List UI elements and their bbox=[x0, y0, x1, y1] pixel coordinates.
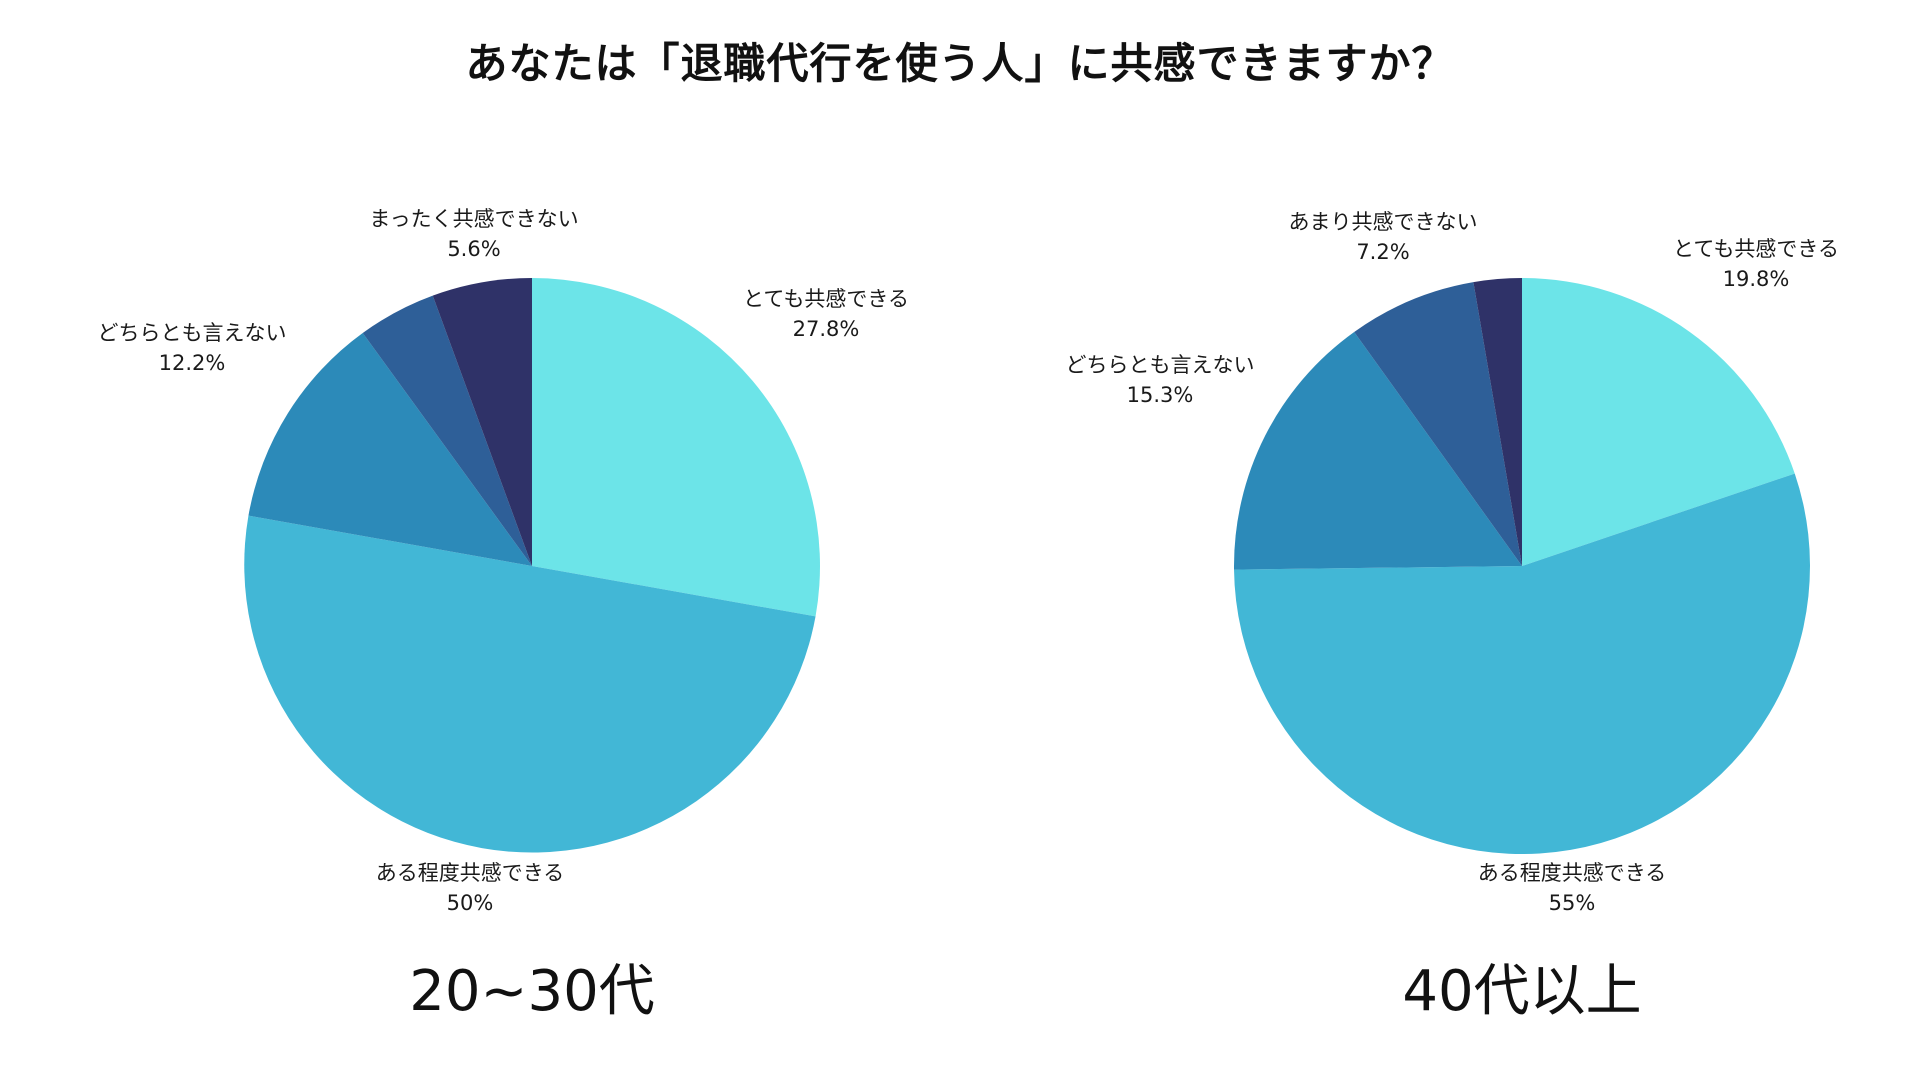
slice-category-text: ある程度共感できる bbox=[1478, 861, 1667, 885]
slice-somewhat-0 bbox=[244, 515, 816, 853]
group-label-40-plus: 40代以上 bbox=[1402, 959, 1641, 1024]
slice-very-1 bbox=[1522, 278, 1795, 566]
slice-category-text: とても共感できる bbox=[743, 287, 909, 311]
group-label-20-30: 20~30代 bbox=[409, 959, 654, 1024]
slice-percent-text: 12.2% bbox=[159, 351, 226, 375]
slice-somewhat-1 bbox=[1234, 473, 1810, 855]
slice-somewhat-label-1: ある程度共感できる 55% bbox=[1478, 861, 1667, 915]
slice-not-at-all-0 bbox=[432, 278, 532, 566]
slice-very-label-1: とても共感できる 19.8% bbox=[1673, 237, 1839, 291]
slice-category-text: どちらとも言えない bbox=[1066, 353, 1255, 377]
slice-category-text: どちらとも言えない bbox=[98, 321, 287, 345]
slice-category-text: あまり共感できない bbox=[1289, 210, 1478, 234]
slice-percent-text: 55% bbox=[1549, 891, 1596, 915]
slice-category-text: まったく共感できない bbox=[369, 207, 578, 231]
slice-not-at-all-1 bbox=[1473, 278, 1522, 566]
slice-percent-text: 50% bbox=[447, 891, 494, 915]
slice-neutral-1 bbox=[1233, 331, 1522, 570]
slice-percent-text: 19.8% bbox=[1723, 267, 1790, 291]
chart-title: あなたは「退職代行を使う人」に共感できますか？ bbox=[465, 39, 1455, 88]
slice-neutral-label-1: どちらとも言えない 15.3% bbox=[1066, 353, 1255, 407]
slice-somewhat-label-0: ある程度共感できる 50% bbox=[376, 861, 565, 915]
slice-not-at-all-label-0: まったく共感できない 5.6% bbox=[369, 207, 578, 261]
slice-very-0 bbox=[532, 278, 820, 617]
slice-not-much-0 bbox=[362, 295, 532, 566]
slice-neutral-label-0: どちらとも言えない 12.2% bbox=[98, 321, 287, 375]
pie-chart-20-30: とても共感できる 27.8% ある程度共感できる 50% どちらとも言えない 12.2% ま… bbox=[98, 207, 909, 915]
pie-chart-40-plus: とても共感できる 19.8% ある程度共感できる 55% どちらとも言えない 15.3% あ… bbox=[1066, 210, 1839, 915]
slice-not-much-label-1: あまり共感できない 7.2% bbox=[1289, 210, 1478, 264]
slice-percent-text: 27.8% bbox=[793, 317, 860, 341]
slice-percent-text: 5.6% bbox=[447, 237, 500, 261]
slice-percent-text: 7.2% bbox=[1356, 240, 1409, 264]
slice-category-text: とても共感できる bbox=[1673, 237, 1839, 261]
slice-not-much-1 bbox=[1354, 282, 1522, 566]
slice-neutral-0 bbox=[248, 333, 532, 566]
slice-very-label-0: とても共感できる 27.8% bbox=[743, 287, 909, 341]
slice-category-text: ある程度共感できる bbox=[376, 861, 565, 885]
slice-percent-text: 15.3% bbox=[1127, 383, 1194, 407]
